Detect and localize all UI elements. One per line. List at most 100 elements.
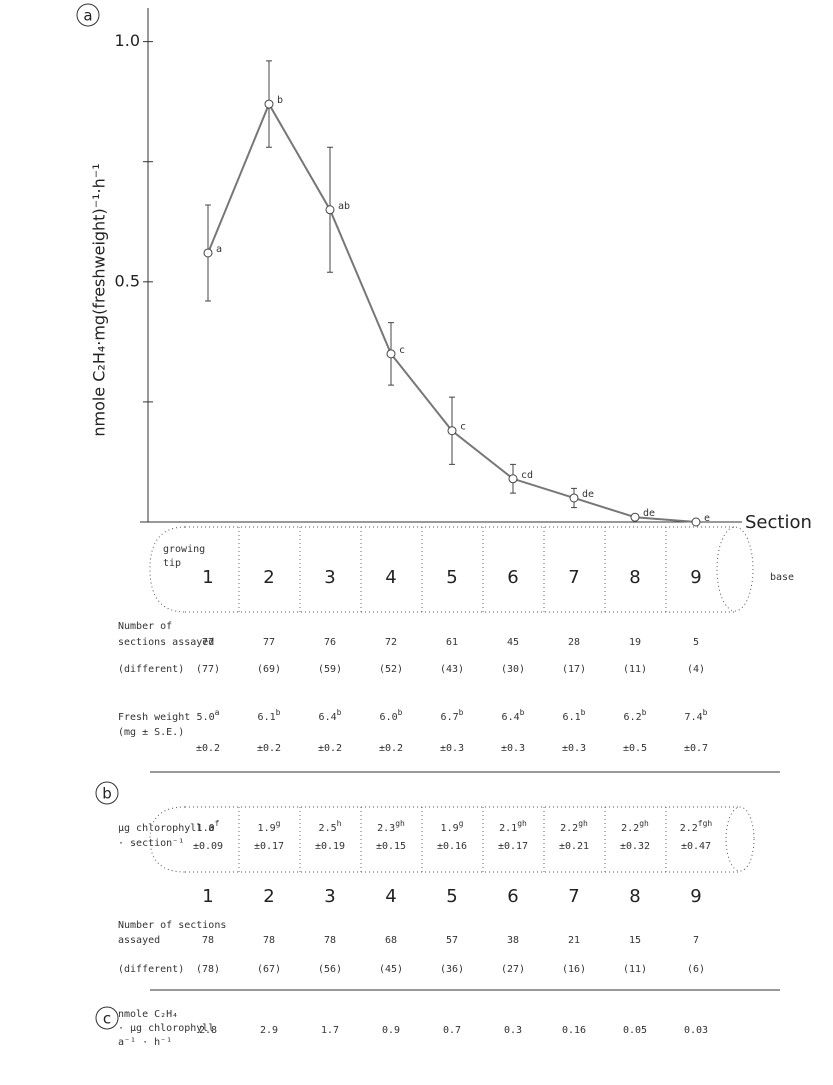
cell: (6) <box>687 964 705 975</box>
cell-se: ±0.16 <box>437 841 467 852</box>
cell: 76 <box>324 637 336 648</box>
section-number: 7 <box>568 567 579 588</box>
cell: 77 <box>263 637 275 648</box>
cell-value: 6.4 <box>502 712 520 723</box>
point-label: e <box>704 513 710 524</box>
cell-value: 2.5 <box>319 823 337 834</box>
cell-se: ±0.32 <box>620 841 650 852</box>
data-point <box>691 517 701 527</box>
cell: 1.7 <box>321 1025 339 1036</box>
cell: 2.2fgh <box>680 819 713 835</box>
cell-se: ±0.3 <box>562 743 586 754</box>
row-label: µg chlorophyll a <box>118 823 214 834</box>
cell-letter: gh <box>578 819 588 828</box>
cell: 6.2b <box>624 708 647 724</box>
cell-se: ±0.15 <box>376 841 406 852</box>
cell-value: 1.9 <box>258 823 276 834</box>
cell-value: 2.2 <box>621 823 639 834</box>
cell: 2.5h <box>319 819 342 835</box>
point-label: ab <box>338 201 350 212</box>
panel-badge <box>95 1006 119 1030</box>
cell: (43) <box>440 664 464 675</box>
panel-badge <box>95 781 119 805</box>
data-point <box>630 512 640 522</box>
cell: 2.1gh <box>499 819 527 835</box>
section-number: 1 <box>202 567 213 588</box>
row-label: (mg ± S.E.) <box>118 727 184 738</box>
cell: (77) <box>196 664 220 675</box>
cell: 6.1b <box>563 708 586 724</box>
section-number: 8 <box>629 886 640 907</box>
cell: 5 <box>693 637 699 648</box>
cell-letter: gh <box>395 819 405 828</box>
cell-se: ±0.09 <box>193 841 223 852</box>
row-label: Fresh weight <box>118 712 190 723</box>
row-label: tip <box>163 558 181 569</box>
cell: 5.0a <box>197 708 220 724</box>
cell: 2.3gh <box>377 819 405 835</box>
cell: 0.03 <box>684 1025 708 1036</box>
cell: 38 <box>507 935 519 946</box>
cell: 0.16 <box>562 1025 586 1036</box>
base-label: base <box>770 572 794 583</box>
rod-end <box>725 806 755 872</box>
panel-label: c <box>103 1010 111 1028</box>
cell-value: 5.0 <box>197 712 215 723</box>
data-point <box>508 474 518 484</box>
cell-se: ±0.17 <box>254 841 284 852</box>
cell: 78 <box>263 935 275 946</box>
cell-se: ±0.19 <box>315 841 345 852</box>
cell-value: 6.1 <box>563 712 581 723</box>
cell: (56) <box>318 964 342 975</box>
cell: (78) <box>196 964 220 975</box>
cell: 72 <box>385 637 397 648</box>
cell-value: 6.4 <box>319 712 337 723</box>
row-label: (different) <box>118 964 184 975</box>
cell-letter: b <box>276 708 281 717</box>
cell: (52) <box>379 664 403 675</box>
section-number: 6 <box>507 886 518 907</box>
cell-letter: gh <box>517 819 527 828</box>
row-label: growing <box>163 544 205 555</box>
cell-letter: gh <box>639 819 649 828</box>
cell-se: ±0.2 <box>196 743 220 754</box>
cell: 0.05 <box>623 1025 647 1036</box>
cell: 6.0b <box>380 708 403 724</box>
cell-letter: f <box>215 819 220 828</box>
section-number: 3 <box>324 886 335 907</box>
section-number: 7 <box>568 886 579 907</box>
cell-se: ±0.47 <box>681 841 711 852</box>
cell: 1.9g <box>441 819 464 835</box>
rod-outline <box>149 806 740 873</box>
cell: 45 <box>507 637 519 648</box>
section-number: 2 <box>263 567 274 588</box>
row-label: Number of sections <box>118 920 226 931</box>
data-point <box>386 349 396 359</box>
cell: (45) <box>379 964 403 975</box>
cell-se: ±0.3 <box>440 743 464 754</box>
cell: 1.0f <box>197 819 220 835</box>
cell: 6.1b <box>258 708 281 724</box>
point-label: a <box>216 244 222 255</box>
cell: 0.3 <box>504 1025 522 1036</box>
cell: (11) <box>623 664 647 675</box>
cell-se: ±0.2 <box>318 743 342 754</box>
cell-letter: b <box>398 708 403 717</box>
x-axis-label: Section <box>745 512 812 533</box>
panel-label: b <box>102 785 112 803</box>
cell-letter: g <box>459 819 464 828</box>
point-label: de <box>582 489 594 500</box>
cell-letter: b <box>581 708 586 717</box>
cell: 77 <box>202 637 214 648</box>
cell-se: ±0.17 <box>498 841 528 852</box>
cell: 6.4b <box>319 708 342 724</box>
cell-value: 1.9 <box>441 823 459 834</box>
cell-value: 1.0 <box>197 823 215 834</box>
cell: (17) <box>562 664 586 675</box>
cell-letter: fgh <box>698 819 713 828</box>
cell-letter: h <box>337 819 342 828</box>
y-tick-label: 1.0 <box>115 31 140 50</box>
panel-label: a <box>83 7 92 25</box>
cell-value: 6.7 <box>441 712 459 723</box>
